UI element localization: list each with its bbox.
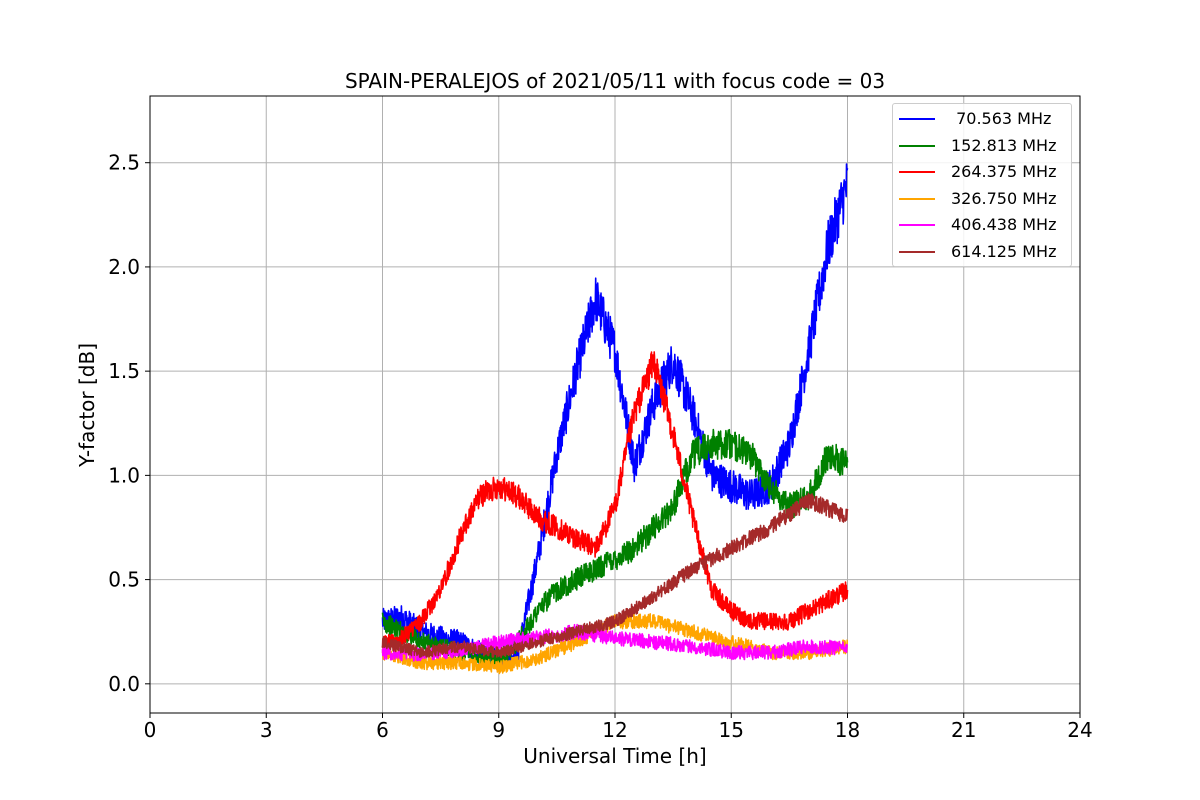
x-tick-label: 21 xyxy=(951,718,976,742)
x-tick-label: 12 xyxy=(602,718,627,742)
legend-label: 614.125 MHz xyxy=(951,241,1057,261)
y-tick-label: 0.5 xyxy=(108,568,140,592)
y-axis-ticks: 0.0 0.5 1.0 1.5 2.0 2.5 xyxy=(108,151,150,696)
legend-label: 326.750 MHz xyxy=(951,188,1057,208)
series-line xyxy=(381,623,849,662)
legend-swatch xyxy=(899,118,935,120)
legend-swatch xyxy=(899,171,935,173)
legend-swatch xyxy=(899,197,935,200)
series-lines xyxy=(381,163,849,675)
legend-swatch xyxy=(899,250,935,253)
x-tick-label: 6 xyxy=(376,718,389,742)
x-axis-ticks: 0 3 6 9 12 15 18 21 24 xyxy=(144,713,1093,742)
legend-label: 406.438 MHz xyxy=(951,215,1057,234)
series-line xyxy=(381,492,849,659)
legend-swatch xyxy=(899,144,935,147)
y-tick-label: 1.0 xyxy=(108,463,140,487)
legend-label: 152.813 MHz xyxy=(951,135,1057,155)
chart-title: SPAIN-PERALEJOS of 2021/05/11 with focus… xyxy=(345,69,885,93)
y-tick-label: 2.0 xyxy=(108,255,140,279)
x-tick-label: 15 xyxy=(719,718,744,742)
y-tick-label: 0.0 xyxy=(108,672,140,696)
legend-label: 264.375 MHz xyxy=(951,162,1057,181)
series-line xyxy=(381,351,849,649)
x-tick-label: 3 xyxy=(260,718,273,742)
x-tick-label: 18 xyxy=(835,718,860,742)
legend: 70.563 MHz 152.813 MHz 264.375 MHz 326.750 … xyxy=(892,103,1072,267)
legend-swatch xyxy=(899,224,935,226)
x-axis-label: Universal Time [h] xyxy=(523,744,706,768)
x-tick-label: 24 xyxy=(1067,718,1092,742)
x-tick-label: 0 xyxy=(144,718,157,742)
y-tick-label: 1.5 xyxy=(108,359,140,383)
y-tick-label: 2.5 xyxy=(108,151,140,175)
y-axis-label: Y-factor [dB] xyxy=(75,343,99,468)
legend-label: 70.563 MHz xyxy=(951,109,1052,128)
x-tick-label: 9 xyxy=(492,718,505,742)
